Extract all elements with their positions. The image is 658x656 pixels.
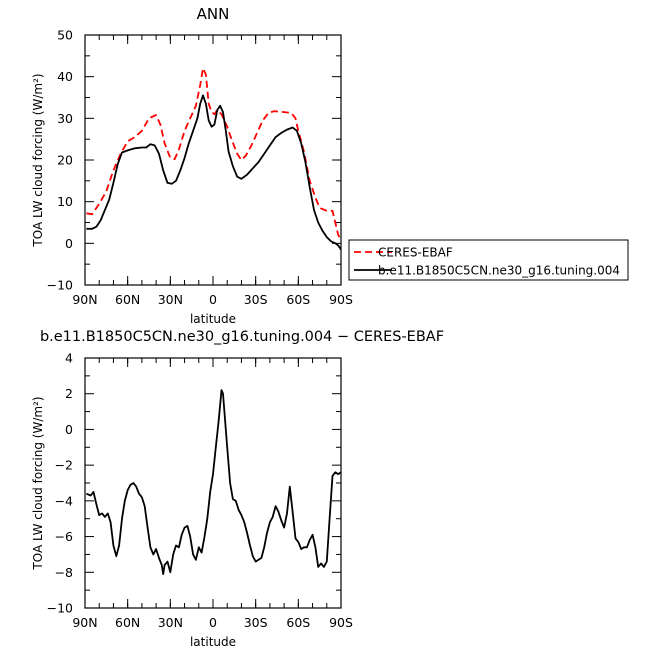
model-series-line [86, 94, 342, 251]
x-axis-label: latitude [190, 312, 236, 326]
y-tick-label: 50 [57, 28, 73, 43]
y-tick-label: 30 [57, 111, 73, 126]
chart-title: b.e11.B1850C5CN.ne30_g16.tuning.004 − CE… [40, 329, 444, 345]
y-tick-label: −10 [47, 601, 73, 616]
x-tick-label: 90N [72, 615, 97, 630]
y-tick-label: −8 [55, 565, 73, 580]
y-tick-label: 0 [65, 422, 73, 437]
y-axis-label: TOA LW cloud forcing (W/m²) [31, 396, 45, 570]
y-tick-label: 4 [65, 351, 73, 366]
chart-title: ANN [197, 5, 230, 23]
legend-entry: CERES-EBAF [378, 246, 453, 260]
x-tick-label: 90N [72, 292, 97, 307]
y-tick-label: 40 [57, 69, 73, 84]
x-tick-label: 0 [209, 292, 217, 307]
x-tick-label: 30S [244, 292, 268, 307]
y-tick-label: −6 [55, 529, 73, 544]
x-tick-label: 30S [244, 615, 268, 630]
x-tick-label: 0 [209, 615, 217, 630]
y-tick-label: 10 [57, 194, 73, 209]
y-tick-label: 0 [65, 236, 73, 251]
x-tick-label: 30N [158, 615, 183, 630]
y-tick-label: −2 [55, 458, 73, 473]
model-series-line [86, 389, 342, 575]
x-tick-label: 60S [286, 615, 310, 630]
x-tick-label: 60N [115, 615, 140, 630]
legend: CERES-EBAF b.e11.B1850C5CN.ne30_g16.tunin… [348, 239, 629, 281]
x-tick-label: 60S [286, 292, 310, 307]
top-chart-panel: ANN 90N 60N 30N 0 30S 60S 90S −10 0 10 20 30 40 50 lati… [31, 5, 353, 326]
y-tick-label: −10 [47, 278, 73, 293]
x-tick-label: 60N [115, 292, 140, 307]
y-tick-label: 20 [57, 153, 73, 168]
x-tick-label: 30N [158, 292, 183, 307]
y-tick-label: 2 [65, 386, 73, 401]
plot-frame [84, 357, 342, 609]
y-tick-label: −4 [55, 493, 73, 508]
plot-frame [84, 34, 342, 286]
difference-chart-panel: b.e11.B1850C5CN.ne30_g16.tuning.004 − CE… [31, 329, 444, 649]
legend-box [348, 239, 629, 281]
legend-entry: b.e11.B1850C5CN.ne30_g16.tuning.004 [378, 264, 620, 278]
x-tick-label: 90S [329, 292, 353, 307]
x-axis-label: latitude [190, 635, 236, 649]
y-axis-label: TOA LW cloud forcing (W/m²) [31, 73, 45, 247]
x-tick-label: 90S [329, 615, 353, 630]
